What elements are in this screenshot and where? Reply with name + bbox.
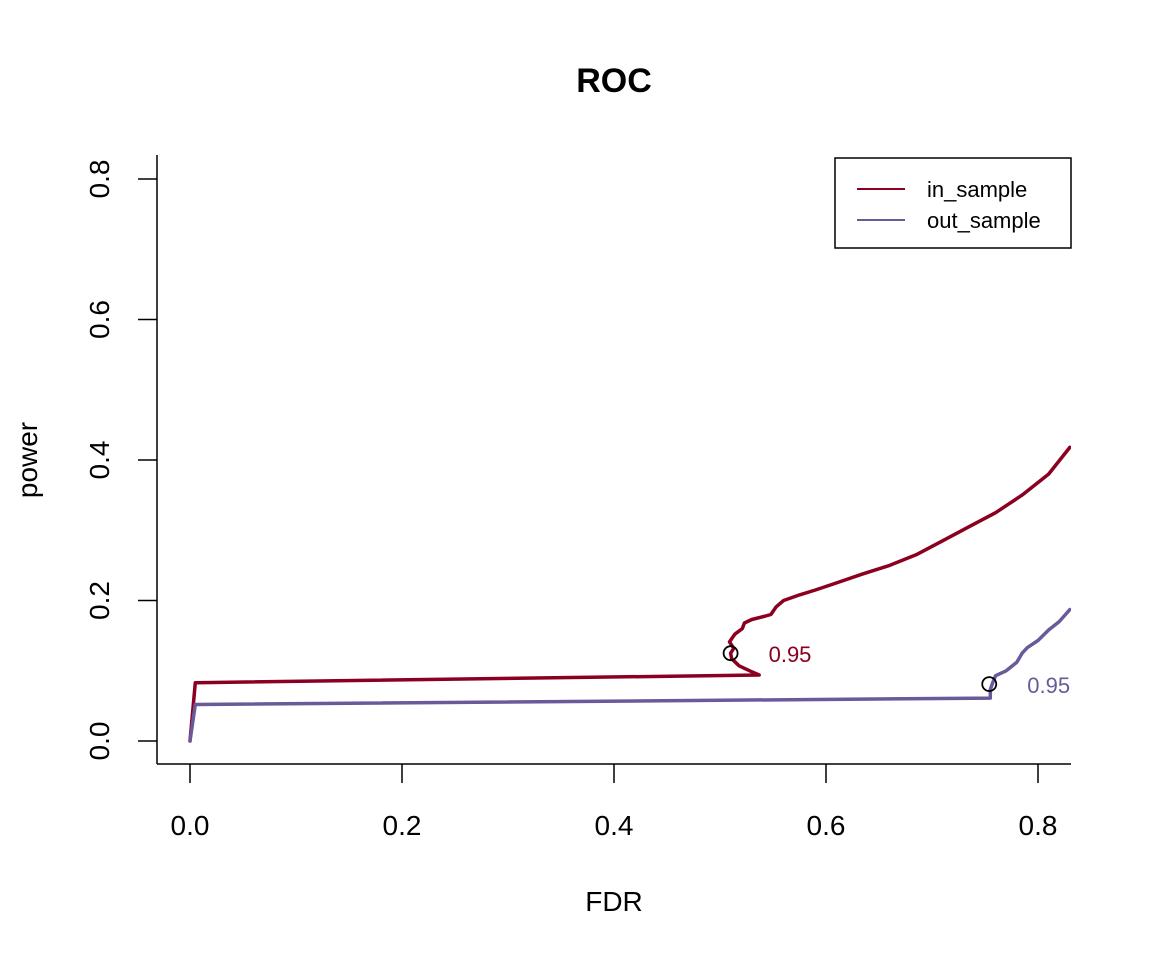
y-tick-label: 0.8 [84,160,115,199]
x-tick-label: 0.0 [171,810,210,841]
chart-title: ROC [576,62,652,100]
threshold-marker-in-sample [722,645,739,662]
legend-label-out-sample: out_sample [927,208,1041,233]
legend-box [834,157,1072,249]
series-layer [188,445,1071,743]
annotation-layer: 0.95 0.95 [722,642,1070,698]
legend-label-in-sample: in_sample [927,177,1027,202]
x-tick-label: 0.8 [1019,810,1058,841]
ticks-layer: 0.0 0.2 0.4 0.6 0.8 0.0 0.2 0.4 0.6 0.8 [84,160,1057,841]
y-tick-label: 0.6 [84,300,115,339]
y-axis-label: power [12,422,43,498]
legend: in_sample out_sample [834,157,1072,249]
x-tick-label: 0.4 [595,810,634,841]
series-line-out-sample [188,607,1071,743]
threshold-marker-out-sample [981,676,998,692]
y-tick-label: 0.4 [84,441,115,480]
y-tick-label: 0.2 [84,581,115,620]
x-tick-label: 0.6 [807,810,846,841]
y-tick-label: 0.0 [84,722,115,761]
x-tick-label: 0.2 [383,810,422,841]
x-axis-label: FDR [585,886,643,917]
threshold-label-in-sample: 0.95 [769,642,812,667]
series-line-in-sample [188,445,1071,743]
threshold-label-out-sample: 0.95 [1027,673,1070,698]
